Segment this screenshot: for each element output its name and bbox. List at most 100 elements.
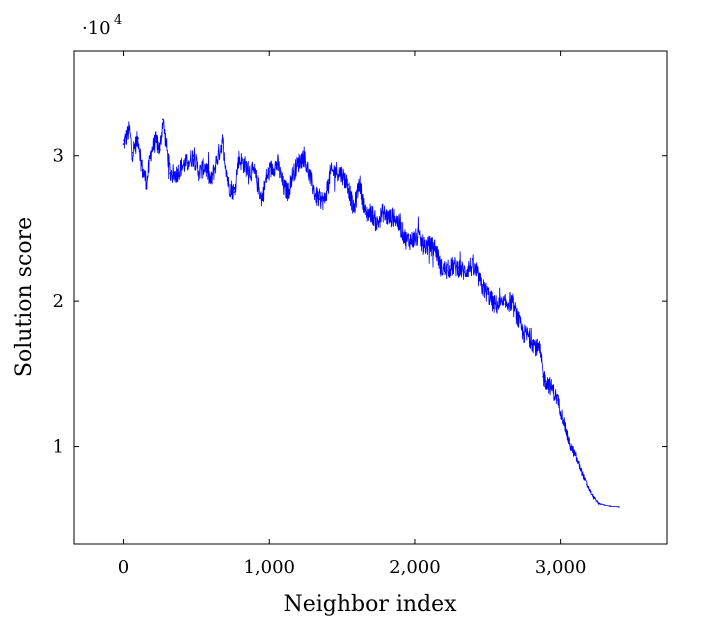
- y-tick-label: 3: [53, 146, 64, 167]
- series-point: [542, 375, 544, 378]
- series-point: [411, 239, 413, 241]
- series-point: [486, 293, 489, 295]
- series-point: [609, 505, 611, 507]
- series-point: [122, 143, 125, 145]
- series-point: [315, 195, 317, 198]
- series-point: [469, 265, 472, 268]
- series-point: [452, 265, 454, 268]
- series-point: [521, 332, 524, 334]
- series-point: [603, 504, 606, 506]
- series-point: [405, 239, 407, 241]
- series-point: [586, 483, 588, 486]
- series-point: [215, 159, 218, 161]
- series-point: [204, 165, 206, 167]
- plot-frame: [73, 50, 668, 545]
- x-tick-label: 0: [118, 557, 129, 578]
- x-tick-label: 3,000: [535, 557, 587, 578]
- series-point: [551, 387, 553, 390]
- series-point: [568, 442, 571, 445]
- series-point: [303, 154, 306, 157]
- series-point: [181, 165, 183, 167]
- series-point: [162, 118, 164, 121]
- series-point: [446, 269, 448, 272]
- x-axis-label: Neighbor index: [283, 592, 457, 617]
- series-point: [233, 191, 236, 193]
- series-point: [283, 186, 285, 189]
- series-point: [253, 172, 256, 174]
- series-point: [297, 162, 300, 164]
- series-point: [422, 245, 425, 247]
- series-point: [539, 351, 542, 353]
- series-point: [221, 140, 224, 142]
- series-point: [198, 172, 201, 174]
- series-point: [347, 183, 349, 186]
- series-point: [376, 223, 378, 225]
- series-point: [341, 173, 343, 176]
- series-point: [492, 303, 495, 305]
- series-point: [186, 162, 189, 164]
- series-point: [242, 162, 244, 164]
- series-point: [323, 199, 326, 202]
- series-point: [128, 128, 131, 131]
- series-point: [358, 181, 361, 183]
- series-point: [227, 183, 230, 186]
- series-point: [516, 314, 518, 317]
- series-point: [556, 399, 559, 401]
- y-axis: 1 2 3: [53, 146, 667, 458]
- series-point: [545, 380, 547, 382]
- series-point: [192, 154, 195, 157]
- series-point: [237, 157, 240, 160]
- series-point: [597, 502, 600, 505]
- series-point: [370, 211, 373, 214]
- series-point: [417, 236, 419, 238]
- series-point: [248, 169, 250, 172]
- series-point: [475, 271, 477, 273]
- series-point: [504, 303, 507, 305]
- y-tick-label: 1: [53, 437, 64, 458]
- series-point: [150, 150, 153, 153]
- series-point: [387, 217, 390, 220]
- series-point: [319, 198, 322, 201]
- series-point: [137, 137, 139, 140]
- series-point: [352, 210, 355, 212]
- series-point: [146, 181, 148, 183]
- series-point: [618, 506, 620, 508]
- series-point: [510, 300, 512, 302]
- series-point: [591, 495, 594, 497]
- series-point: [562, 419, 565, 422]
- series-point: [440, 266, 442, 269]
- x-tick-label: 1,000: [243, 557, 295, 578]
- series-point: [533, 343, 536, 346]
- series-point: [481, 285, 483, 288]
- series-point: [141, 169, 144, 172]
- y-multiplier-exponent: 4: [114, 13, 122, 28]
- x-axis: 0 1,000 2,000 3,000: [118, 51, 587, 578]
- series-point: [382, 211, 384, 214]
- series-point: [131, 151, 134, 154]
- series-point: [164, 140, 167, 142]
- series-point: [154, 140, 157, 142]
- y-axis-label: Solution score: [12, 217, 37, 377]
- series-point: [175, 173, 177, 176]
- series-point: [434, 246, 437, 249]
- series-point: [265, 176, 268, 179]
- series-point: [210, 181, 212, 183]
- series-point: [527, 335, 530, 337]
- series-point: [463, 271, 466, 273]
- series-point: [428, 245, 431, 247]
- series-point: [277, 163, 279, 166]
- series-point: [287, 191, 289, 193]
- series-point: [580, 469, 582, 471]
- series-point: [574, 454, 577, 457]
- series-point: [271, 166, 273, 169]
- series-point: [169, 172, 171, 174]
- series-point: [393, 215, 396, 218]
- series-point: [309, 176, 311, 179]
- series-point: [335, 169, 338, 172]
- series-point: [399, 226, 402, 228]
- series-line-0: [123, 119, 619, 508]
- y-multiplier-base: ·10: [82, 18, 111, 39]
- series-point: [364, 213, 367, 215]
- series-point: [498, 304, 501, 307]
